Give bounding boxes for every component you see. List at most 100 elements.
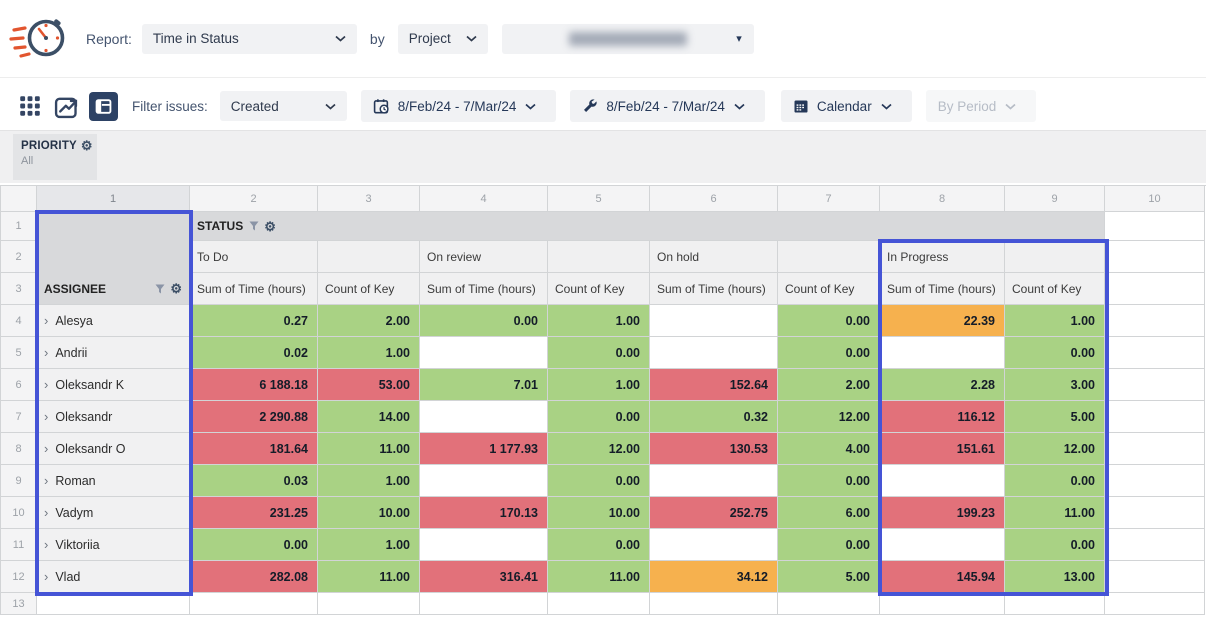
data-cell[interactable]: 0.32 bbox=[650, 401, 778, 433]
row-number[interactable]: 13 bbox=[1, 593, 37, 615]
data-cell[interactable]: 252.75 bbox=[650, 497, 778, 529]
data-cell[interactable] bbox=[650, 529, 778, 561]
group-header-cell[interactable]: To Do bbox=[190, 241, 318, 273]
data-cell[interactable] bbox=[420, 401, 548, 433]
empty-cell[interactable] bbox=[1105, 369, 1205, 401]
group-header-cell[interactable] bbox=[548, 241, 650, 273]
assignee-name-cell[interactable]: › Andrii bbox=[37, 337, 190, 369]
group-header-cell[interactable]: On review bbox=[420, 241, 548, 273]
row-number[interactable]: 4 bbox=[1, 305, 37, 337]
column-number[interactable]: 4 bbox=[420, 186, 548, 212]
data-cell[interactable]: 1.00 bbox=[318, 529, 420, 561]
row-number[interactable]: 3 bbox=[1, 273, 37, 305]
empty-cell[interactable] bbox=[1105, 561, 1205, 593]
row-number[interactable]: 5 bbox=[1, 337, 37, 369]
measure-header-cell[interactable]: Sum of Time (hours) bbox=[420, 273, 548, 305]
assignee-name-cell[interactable]: › Oleksandr bbox=[37, 401, 190, 433]
data-cell[interactable]: 22.39 bbox=[880, 305, 1005, 337]
chart-view-button[interactable] bbox=[52, 92, 80, 120]
row-number[interactable]: 1 bbox=[1, 212, 37, 241]
project-select[interactable]: ▾ bbox=[501, 23, 754, 54]
empty-cell[interactable] bbox=[880, 593, 1005, 615]
measure-header-cell[interactable]: Count of Key bbox=[778, 273, 880, 305]
pivot-view-button[interactable] bbox=[89, 91, 118, 121]
data-cell[interactable]: 6 188.18 bbox=[190, 369, 318, 401]
empty-cell[interactable] bbox=[1105, 401, 1205, 433]
data-cell[interactable]: 0.00 bbox=[778, 305, 880, 337]
data-cell[interactable]: 0.00 bbox=[778, 529, 880, 561]
measure-header-cell[interactable]: Sum of Time (hours) bbox=[650, 273, 778, 305]
measure-header-cell[interactable]: Count of Key bbox=[318, 273, 420, 305]
data-cell[interactable]: 11.00 bbox=[318, 433, 420, 465]
data-cell[interactable]: 7.01 bbox=[420, 369, 548, 401]
column-number[interactable]: 3 bbox=[318, 186, 420, 212]
data-cell[interactable]: 12.00 bbox=[778, 401, 880, 433]
assignee-merged-cell[interactable] bbox=[37, 212, 190, 241]
column-number[interactable]: 9 bbox=[1005, 186, 1105, 212]
data-cell[interactable]: 145.94 bbox=[880, 561, 1005, 593]
assignee-merged-cell[interactable] bbox=[37, 241, 190, 273]
assignee-header-cell[interactable]: ASSIGNEE ⚙ bbox=[37, 273, 190, 305]
calendar-button[interactable]: Calendar bbox=[780, 90, 912, 122]
column-number[interactable]: 7 bbox=[778, 186, 880, 212]
empty-cell[interactable] bbox=[37, 593, 190, 615]
data-cell[interactable] bbox=[650, 337, 778, 369]
data-cell[interactable]: 0.00 bbox=[548, 337, 650, 369]
row-number[interactable]: 7 bbox=[1, 401, 37, 433]
data-cell[interactable]: 0.02 bbox=[190, 337, 318, 369]
data-cell[interactable]: 34.12 bbox=[650, 561, 778, 593]
data-cell[interactable]: 130.53 bbox=[650, 433, 778, 465]
empty-cell[interactable] bbox=[318, 593, 420, 615]
measure-header-cell[interactable]: Count of Key bbox=[548, 273, 650, 305]
row-number[interactable]: 2 bbox=[1, 241, 37, 273]
data-cell[interactable]: 0.00 bbox=[548, 465, 650, 497]
data-cell[interactable]: 199.23 bbox=[880, 497, 1005, 529]
row-number[interactable]: 6 bbox=[1, 369, 37, 401]
data-cell[interactable] bbox=[650, 465, 778, 497]
column-number[interactable]: 8 bbox=[880, 186, 1005, 212]
empty-cell[interactable] bbox=[1105, 433, 1205, 465]
column-number[interactable]: 2 bbox=[190, 186, 318, 212]
data-cell[interactable]: 53.00 bbox=[318, 369, 420, 401]
data-cell[interactable]: 14.00 bbox=[318, 401, 420, 433]
data-cell[interactable]: 231.25 bbox=[190, 497, 318, 529]
assignee-name-cell[interactable]: › Roman bbox=[37, 465, 190, 497]
empty-cell[interactable] bbox=[1105, 241, 1205, 273]
data-cell[interactable]: 10.00 bbox=[548, 497, 650, 529]
table-view-button[interactable] bbox=[16, 92, 44, 120]
data-cell[interactable]: 0.03 bbox=[190, 465, 318, 497]
gear-icon[interactable]: ⚙ bbox=[80, 138, 93, 153]
data-cell[interactable]: 1.00 bbox=[318, 337, 420, 369]
data-cell[interactable]: 0.00 bbox=[778, 465, 880, 497]
data-cell[interactable]: 11.00 bbox=[1005, 497, 1105, 529]
data-cell[interactable]: 13.00 bbox=[1005, 561, 1105, 593]
data-cell[interactable]: 282.08 bbox=[190, 561, 318, 593]
empty-cell[interactable] bbox=[1105, 593, 1205, 615]
data-cell[interactable]: 0.00 bbox=[190, 529, 318, 561]
empty-cell[interactable] bbox=[1105, 337, 1205, 369]
assignee-name-cell[interactable]: › Vadym bbox=[37, 497, 190, 529]
empty-cell[interactable] bbox=[1105, 497, 1205, 529]
measure-header-cell[interactable]: Count of Key bbox=[1005, 273, 1105, 305]
data-cell[interactable]: 2 290.88 bbox=[190, 401, 318, 433]
data-cell[interactable]: 116.12 bbox=[880, 401, 1005, 433]
empty-cell[interactable] bbox=[650, 593, 778, 615]
column-number[interactable]: 6 bbox=[650, 186, 778, 212]
data-cell[interactable]: 4.00 bbox=[778, 433, 880, 465]
created-date-range-button[interactable]: 8/Feb/24 - 7/Mar/24 bbox=[360, 90, 557, 122]
data-cell[interactable]: 3.00 bbox=[1005, 369, 1105, 401]
data-cell[interactable]: 316.41 bbox=[420, 561, 548, 593]
data-cell[interactable]: 10.00 bbox=[318, 497, 420, 529]
data-cell[interactable]: 1.00 bbox=[1005, 305, 1105, 337]
row-number[interactable]: 10 bbox=[1, 497, 37, 529]
empty-cell[interactable] bbox=[548, 593, 650, 615]
data-cell[interactable] bbox=[420, 465, 548, 497]
data-cell[interactable]: 5.00 bbox=[778, 561, 880, 593]
data-cell[interactable]: 1.00 bbox=[318, 465, 420, 497]
status-header-cell[interactable]: STATUS ⚙ bbox=[190, 212, 1105, 241]
assignee-name-cell[interactable]: › Oleksandr K bbox=[37, 369, 190, 401]
data-cell[interactable]: 1 177.93 bbox=[420, 433, 548, 465]
column-number[interactable]: 1 bbox=[37, 186, 190, 212]
data-cell[interactable]: 1.00 bbox=[548, 369, 650, 401]
assignee-name-cell[interactable]: › Oleksandr O bbox=[37, 433, 190, 465]
